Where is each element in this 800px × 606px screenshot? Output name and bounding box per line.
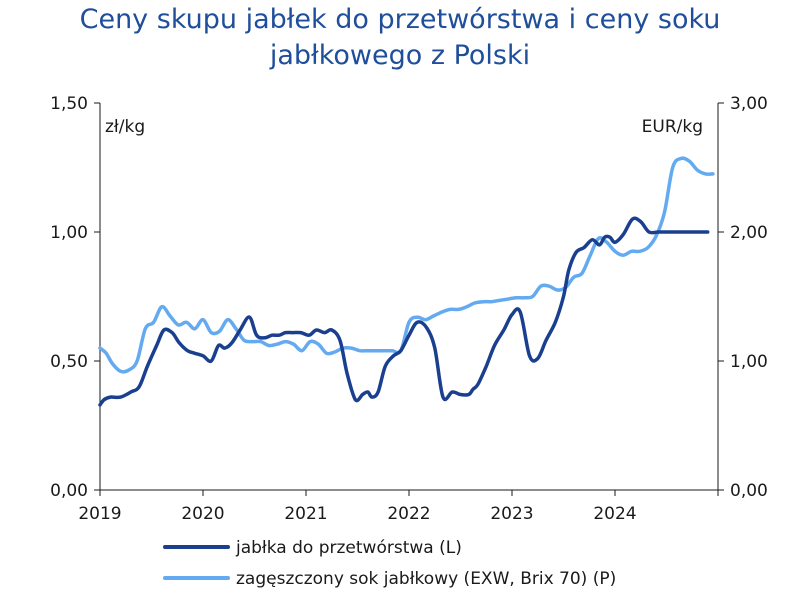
x-tick-label: 2022 [387,504,430,524]
x-tick-label: 2019 [78,504,121,524]
chart-axes: 0,00 0,50 1,00 1,50 0,00 1,00 2,00 3,00 2019 2020… [50,94,768,524]
left-y-tick-label: 1,00 [50,223,88,243]
x-tick-label: 2023 [490,504,533,524]
right-y-tick-label: 3,00 [730,94,768,114]
chart-legend: jabłka do przetwórstwa (L) zagęszczony s… [163,538,616,589]
left-y-tick-label: 0,00 [50,481,88,501]
right-axis-unit: EUR/kg [642,117,703,137]
right-y-tick-label: 0,00 [730,481,768,501]
x-tick-label: 2020 [181,504,224,524]
left-y-tick-label: 1,50 [50,94,88,114]
chart-series [98,156,715,407]
series-line-juice [98,156,715,374]
x-tick-label: 2024 [593,504,636,524]
chart-title-line-2: jabłkowego z Polski [269,40,531,71]
left-axis-unit: zł/kg [105,117,145,137]
chart-title-line-1: Ceny skupu jabłek do przetwórstwa i ceny… [79,4,721,35]
right-y-tick-label: 2,00 [730,223,768,243]
series-line-apples [98,216,710,407]
legend-label-juice: zagęszczony sok jabłkowy (EXW, Brix 70) … [236,569,616,589]
legend-label-apples: jabłka do przetwórstwa (L) [235,538,462,558]
x-tick-label: 2021 [284,504,327,524]
left-y-tick-label: 0,50 [50,352,88,372]
chart-title: Ceny skupu jabłek do przetwórstwa i ceny… [0,2,800,74]
right-y-tick-label: 1,00 [730,352,768,372]
